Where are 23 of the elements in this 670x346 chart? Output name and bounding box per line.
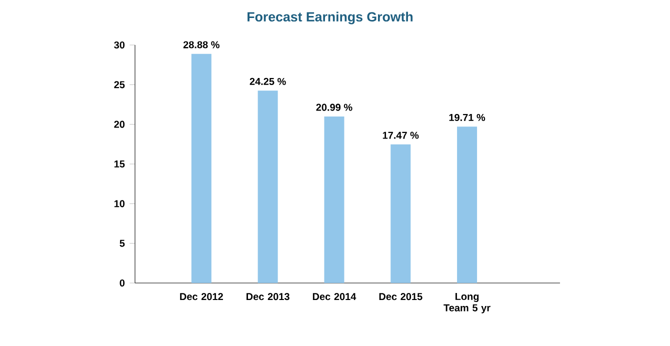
y-tick-label: 20 xyxy=(114,120,125,128)
x-tick-label: Dec 2014 xyxy=(312,293,356,300)
y-tick-label: 5 xyxy=(120,240,125,247)
data-label: 17.47 % xyxy=(382,132,419,139)
data-label: 20.99 % xyxy=(316,104,352,111)
y-tick-label: 30 xyxy=(114,41,125,49)
x-tick-label: Dec 2013 xyxy=(246,293,290,300)
bar xyxy=(258,90,278,283)
bar xyxy=(457,126,478,283)
data-label: 28.88 % xyxy=(183,41,220,48)
y-tick-label: 25 xyxy=(114,81,125,88)
bar xyxy=(390,144,411,283)
data-label: 19.71 % xyxy=(449,114,486,122)
bar xyxy=(191,54,212,283)
bar xyxy=(324,116,344,283)
y-tick-label: 15 xyxy=(114,160,125,168)
chart-title: Forecast Earnings Growth xyxy=(248,12,413,24)
x-tick-label: Dec 2015 xyxy=(379,293,422,300)
y-tick-label: 0 xyxy=(120,279,125,287)
y-tick-label: 10 xyxy=(114,200,125,208)
x-tick-label: Long Team 5 yr xyxy=(444,293,490,314)
x-tick-label: Dec 2012 xyxy=(180,293,223,300)
data-label: 24.25 % xyxy=(250,78,286,86)
